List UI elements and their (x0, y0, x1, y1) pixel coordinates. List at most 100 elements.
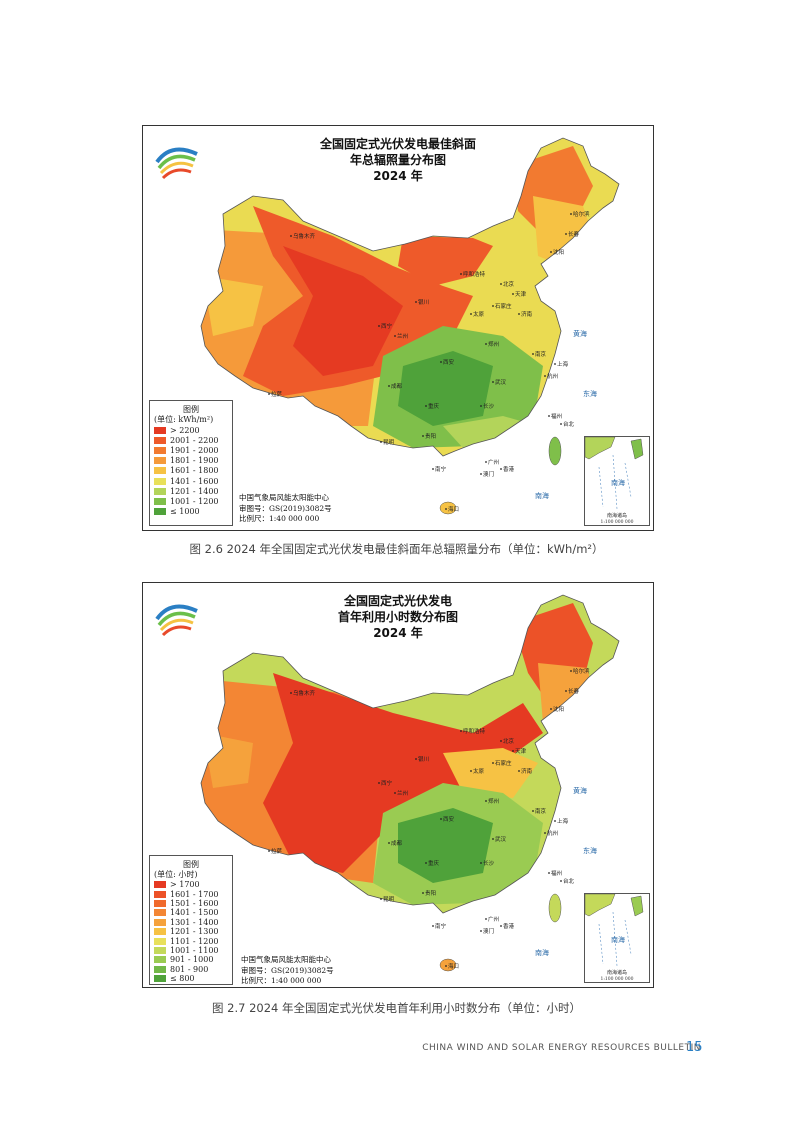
city-label: 上海 (557, 817, 569, 825)
city-marker (548, 872, 550, 874)
city-marker (500, 740, 502, 742)
page-number: 15 (686, 1040, 703, 1055)
city-label: 重庆 (428, 402, 440, 410)
city-label: 太原 (473, 310, 485, 318)
city-marker (445, 965, 447, 967)
legend-swatch (154, 467, 166, 475)
city-label: 昆明 (383, 896, 395, 903)
legend-swatch (154, 436, 166, 444)
city-label: 成都 (391, 839, 403, 847)
city-label: 乌鲁木齐 (293, 232, 316, 240)
legend-item: ≤ 1000 (150, 507, 232, 517)
legend-label: 1001 - 1100 (170, 945, 219, 955)
city-label: 福州 (551, 869, 562, 877)
map-title: 全国固定式光伏发电最佳斜面 年总辐照量分布图 2024 年 (293, 136, 503, 184)
legend-item: 1901 - 2000 (150, 445, 232, 455)
city-label: 香港 (503, 465, 515, 473)
city-marker (290, 235, 292, 237)
bulletin-footer: CHINA WIND AND SOLAR ENERGY RESOURCES BU… (422, 1043, 701, 1053)
city-label: 上海 (557, 360, 569, 368)
legend-label: ≤ 800 (170, 974, 195, 984)
city-label: 沈阳 (553, 248, 564, 256)
credit-line: 中国气象局风能太阳能中心 (239, 493, 329, 502)
legend-item: 1601 - 1700 (150, 889, 232, 899)
city-label: 长春 (568, 230, 580, 238)
legend-item: 1201 - 1400 (150, 486, 232, 496)
city-label: 天津 (515, 291, 527, 298)
city-label: 长沙 (483, 859, 495, 867)
city-label: 广州 (488, 458, 499, 466)
city-label: 成都 (391, 382, 403, 390)
legend-swatch (154, 965, 166, 973)
legend-label: 1901 - 2000 (170, 445, 219, 455)
inset-sea-label: 南海 (611, 478, 625, 487)
map-title: 全国固定式光伏发电 首年利用小时数分布图 2024 年 (293, 593, 503, 641)
city-marker (565, 233, 567, 235)
city-label: 乌鲁木齐 (293, 689, 316, 697)
city-marker (378, 325, 380, 327)
city-marker (518, 313, 520, 315)
city-label: 海口 (448, 505, 459, 513)
inset-scale: 1:100 000 000 (600, 519, 633, 525)
south-china-sea-inset: 南海 南海诸岛 1:100 000 000 (584, 436, 650, 526)
legend-swatch (154, 909, 166, 917)
legend-swatch (154, 946, 166, 954)
city-label: 西安 (443, 358, 455, 366)
city-marker (485, 343, 487, 345)
map-title-line: 首年利用小时数分布图 (337, 610, 458, 624)
city-label: 兰州 (397, 789, 408, 797)
city-marker (512, 750, 514, 752)
legend-unit: (单位: 小时) (154, 870, 198, 879)
city-marker (485, 918, 487, 920)
city-label: 哈尔滨 (573, 210, 590, 218)
city-marker (500, 925, 502, 927)
legend-item: 2001 - 2200 (150, 435, 232, 445)
city-marker (548, 415, 550, 417)
legend-label: 1501 - 1600 (170, 898, 219, 908)
city-marker (492, 381, 494, 383)
city-marker (422, 435, 424, 437)
city-label: 武汉 (495, 378, 507, 386)
city-marker (480, 405, 482, 407)
city-marker (532, 810, 534, 812)
map-title-line: 全国固定式光伏发电 (343, 594, 452, 608)
city-marker (394, 335, 396, 337)
city-marker (485, 461, 487, 463)
city-label: 贵阳 (425, 889, 436, 897)
city-label: 南海 (535, 948, 549, 957)
credit-line: 审图号：GS(2019)3082号 (241, 965, 334, 975)
city-label: 西宁 (381, 322, 393, 330)
map-credits: 中国气象局风能太阳能中心 审图号：GS(2019)3082号 比例尺：1:40 … (239, 493, 332, 525)
inset-sea-label: 南海 (611, 935, 625, 944)
city-marker (492, 838, 494, 840)
city-marker (460, 730, 462, 732)
legend-label: 1001 - 1200 (170, 496, 219, 506)
irradiance-map: 乌鲁木齐 拉萨 西宁 兰州 银川 呼和浩特 北京 天津 太原 石家庄 济南 郑州 西安 成都 重庆 贵阳 昆明南… (142, 125, 654, 531)
legend-swatch (154, 497, 166, 505)
legend-label: 901 - 1000 (170, 955, 214, 965)
city-marker (570, 670, 572, 672)
legend-swatch (154, 975, 166, 983)
legend-item: > 1700 (150, 880, 232, 889)
city-label: 海口 (448, 962, 459, 970)
credit-line: 比例尺：1:40 000 000 (239, 514, 320, 523)
legend-label: 1201 - 1300 (170, 927, 219, 937)
city-marker (380, 898, 382, 900)
map-title-line: 全国固定式光伏发电最佳斜面 (319, 137, 476, 151)
inset-label: 南海诸岛 (607, 969, 627, 976)
city-label: 香港 (503, 922, 515, 930)
legend-item: 1801 - 1900 (150, 456, 232, 466)
city-label: 南海 (535, 491, 549, 500)
city-marker (492, 305, 494, 307)
map-title-line: 2024 年 (373, 169, 423, 183)
city-label: 台北 (563, 420, 575, 428)
legend-swatch (154, 508, 166, 516)
map-legend: 图例 (单位: 小时) > 1700 1601 - 1700 1501 - 16… (149, 855, 233, 985)
legend-item: 1301 - 1400 (150, 918, 232, 927)
city-marker (415, 758, 417, 760)
city-marker (470, 770, 472, 772)
city-label: 郑州 (488, 340, 499, 348)
utilization-hours-map: 乌鲁木齐 拉萨 西宁 兰州 银川 呼和浩特 北京 天津 太原 石家庄 济南 郑州 西安 成都 重庆 贵阳 昆明南… (142, 582, 654, 988)
legend-label: 1401 - 1600 (170, 476, 219, 486)
city-marker (460, 273, 462, 275)
